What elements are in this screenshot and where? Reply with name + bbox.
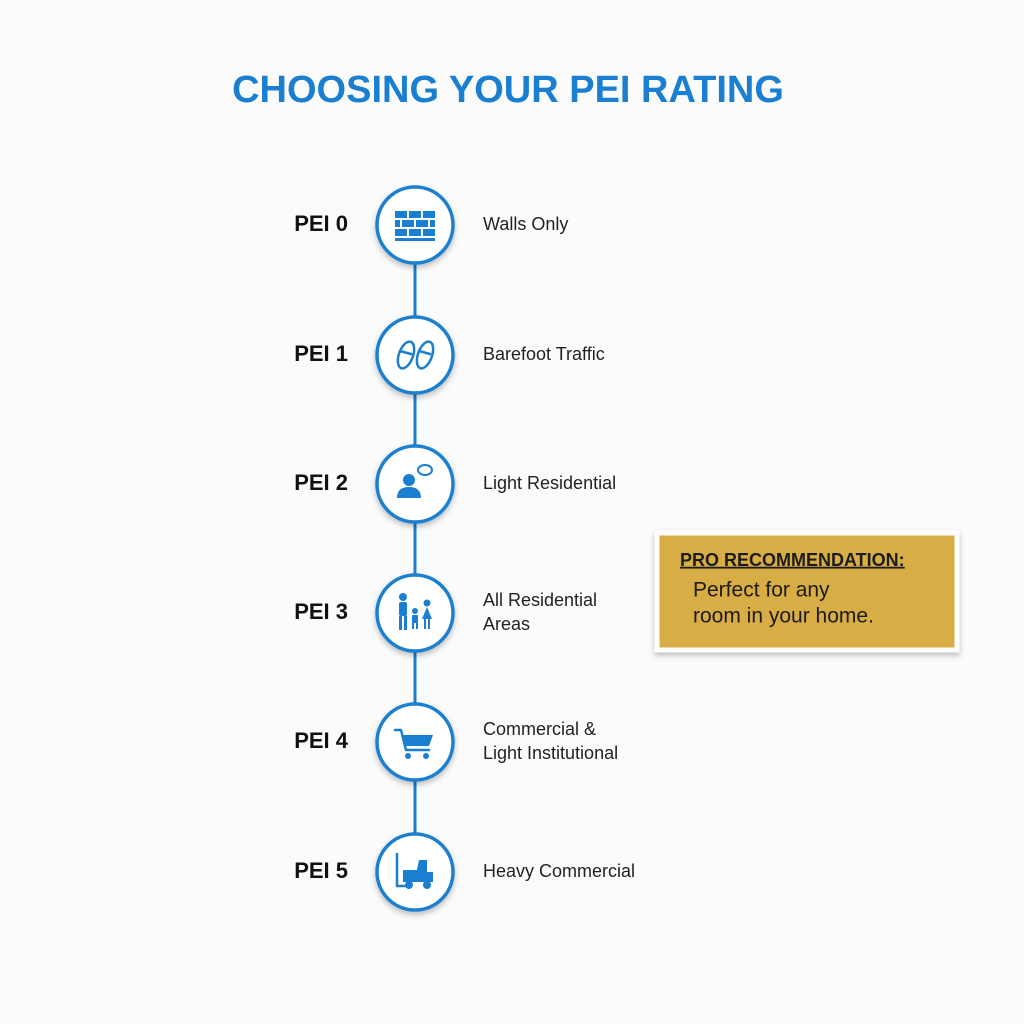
step-label: PEI 5: [294, 858, 348, 883]
icons: [393, 211, 435, 889]
step-description: Light Institutional: [483, 743, 618, 763]
step-label: PEI 2: [294, 470, 348, 495]
step-description: All Residential: [483, 590, 597, 610]
callout-box: [654, 530, 960, 653]
callout-heading: PRO RECOMMENDATION:: [680, 550, 905, 570]
step-description: Light Residential: [483, 473, 616, 493]
step-label: PEI 3: [294, 599, 348, 624]
step-description: Heavy Commercial: [483, 861, 635, 881]
step-description: Commercial &: [483, 719, 596, 739]
callout: [654, 530, 960, 653]
step-label: PEI 0: [294, 211, 348, 236]
step-description: Walls Only: [483, 214, 568, 234]
callout-text: Perfect for any: [693, 579, 830, 602]
step-label: PEI 1: [294, 341, 348, 366]
callout-text: room in your home.: [693, 605, 874, 628]
step-label: PEI 4: [294, 728, 349, 753]
step-circle: [375, 444, 455, 524]
step-description: Areas: [483, 614, 530, 634]
step-circle: [375, 185, 455, 265]
title: CHOOSING YOUR PEI RATING: [232, 69, 784, 111]
step-circle: [375, 315, 455, 395]
step-description: Barefoot Traffic: [483, 344, 605, 364]
